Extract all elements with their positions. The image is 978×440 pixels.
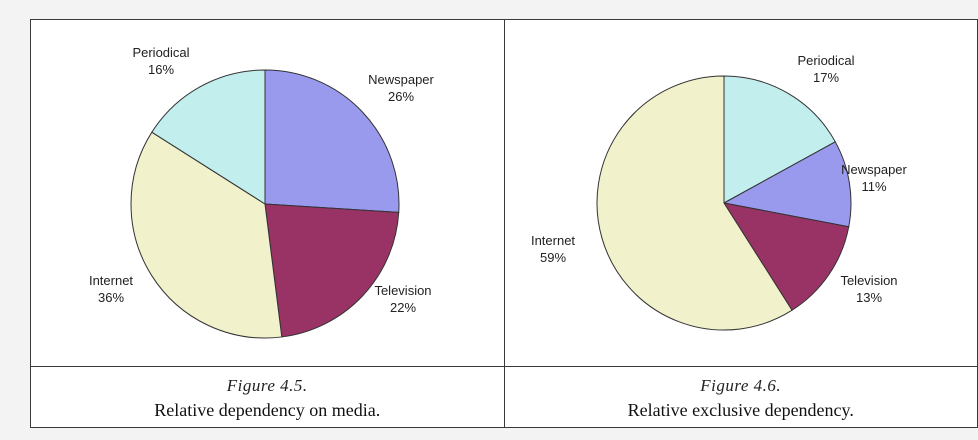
pie-slice-newspaper [264,69,400,213]
slice-value-periodical: 17% [812,70,838,85]
slice-label-newspaper: Newspaper [368,72,434,87]
slice-value-television: 13% [855,290,881,305]
slice-value-internet: 36% [98,290,124,305]
figure-table: Newspaper 26% Television 22% Internet 36% Peri… [30,19,978,428]
chart-cell-right: Periodical 17% Newspaper 11% Television 13% In… [503,19,978,367]
pie-slice-newspaper [722,141,851,228]
slice-label-periodical: Periodical [132,45,189,60]
slice-label-newspaper: Newspaper [841,162,907,177]
pie-slice-television [264,203,400,338]
slice-label-internet: Internet [89,273,133,288]
slice-label-periodical: Periodical [797,53,854,68]
caption-cell-right: Figure 4.6. Relative exclusive dependenc… [503,366,978,428]
figure-caption: Relative exclusive dependency. [627,399,854,420]
figure-caption: Relative dependency on media. [154,399,381,420]
slice-value-television: 22% [390,300,416,315]
pie-slice-television [722,202,849,311]
pie-slice-periodical [723,75,836,204]
figure-number: Figure 4.6. [700,375,782,395]
slice-value-newspaper: 26% [388,89,414,104]
pie-slice-internet [596,75,793,331]
slice-value-newspaper: 11% [861,179,886,194]
pie-chart-media-dependency: Newspaper 26% Television 22% Internet 36% Peri… [89,45,435,339]
slice-value-internet: 59% [539,250,565,265]
chart-cell-left: Newspaper 26% Television 22% Internet 36% Peri… [30,19,505,367]
pie-chart-exclusive-dependency: Periodical 17% Newspaper 11% Television 13% In… [530,53,907,331]
figure-number: Figure 4.5. [226,375,308,395]
slice-value-periodical: 16% [148,62,174,77]
slice-label-television: Television [374,283,431,298]
pie-slice-internet [130,131,283,339]
slice-label-television: Television [840,273,897,288]
caption-cell-left: Figure 4.5. Relative dependency on media… [30,366,505,428]
pie-slice-periodical [151,69,266,205]
slice-label-internet: Internet [530,233,574,248]
